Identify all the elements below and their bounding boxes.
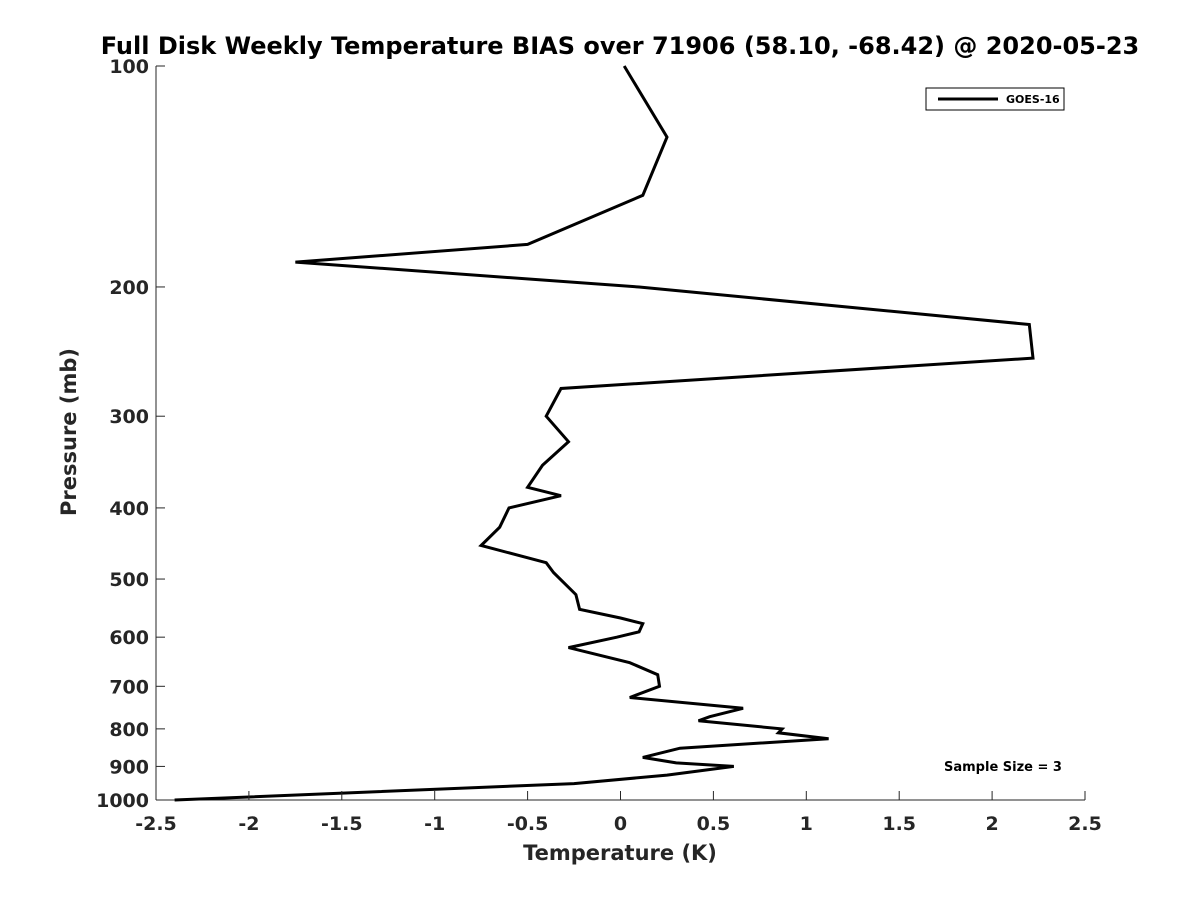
y-tick-label: 100: [109, 56, 149, 78]
legend-label-goes-16: GOES-16: [1006, 93, 1060, 106]
y-axis: 100 200 300 400 500 600 700 800 900 1000: [96, 56, 165, 812]
x-tick-label: 0: [614, 813, 627, 835]
y-tick-label: 1000: [96, 790, 149, 812]
x-tick-label: -2: [238, 813, 259, 835]
y-tick-label: 400: [109, 498, 149, 520]
x-axis-label: Temperature (K): [523, 841, 717, 865]
chart-title: Full Disk Weekly Temperature BIAS over 7…: [101, 32, 1140, 60]
x-tick-label: -1.5: [321, 813, 363, 835]
x-tick-label: 1.5: [882, 813, 916, 835]
x-tick-label: 1: [800, 813, 813, 835]
x-tick-label: -2.5: [135, 813, 177, 835]
x-axis: -2.5 -2 -1.5 -1 -0.5 0 0.5 1 1.5 2 2.5: [135, 791, 1102, 835]
y-tick-label: 300: [109, 406, 149, 428]
y-tick-label: 900: [109, 756, 149, 778]
x-tick-label: 2: [985, 813, 998, 835]
legend: GOES-16: [925, 87, 1065, 111]
x-tick-label: 2.5: [1068, 813, 1102, 835]
y-tick-label: 800: [109, 719, 149, 741]
y-tick-label: 200: [109, 277, 149, 299]
x-tick-label: -1: [424, 813, 445, 835]
x-tick-label: 0.5: [697, 813, 731, 835]
x-tick-label: -0.5: [507, 813, 549, 835]
y-axis-label: Pressure (mb): [57, 348, 81, 516]
y-tick-label: 600: [109, 627, 149, 649]
y-tick-label: 500: [109, 569, 149, 591]
y-tick-label: 700: [109, 676, 149, 698]
sample-size-annotation: Sample Size = 3: [944, 760, 1062, 775]
series-line-goes-16: [174, 65, 1035, 802]
